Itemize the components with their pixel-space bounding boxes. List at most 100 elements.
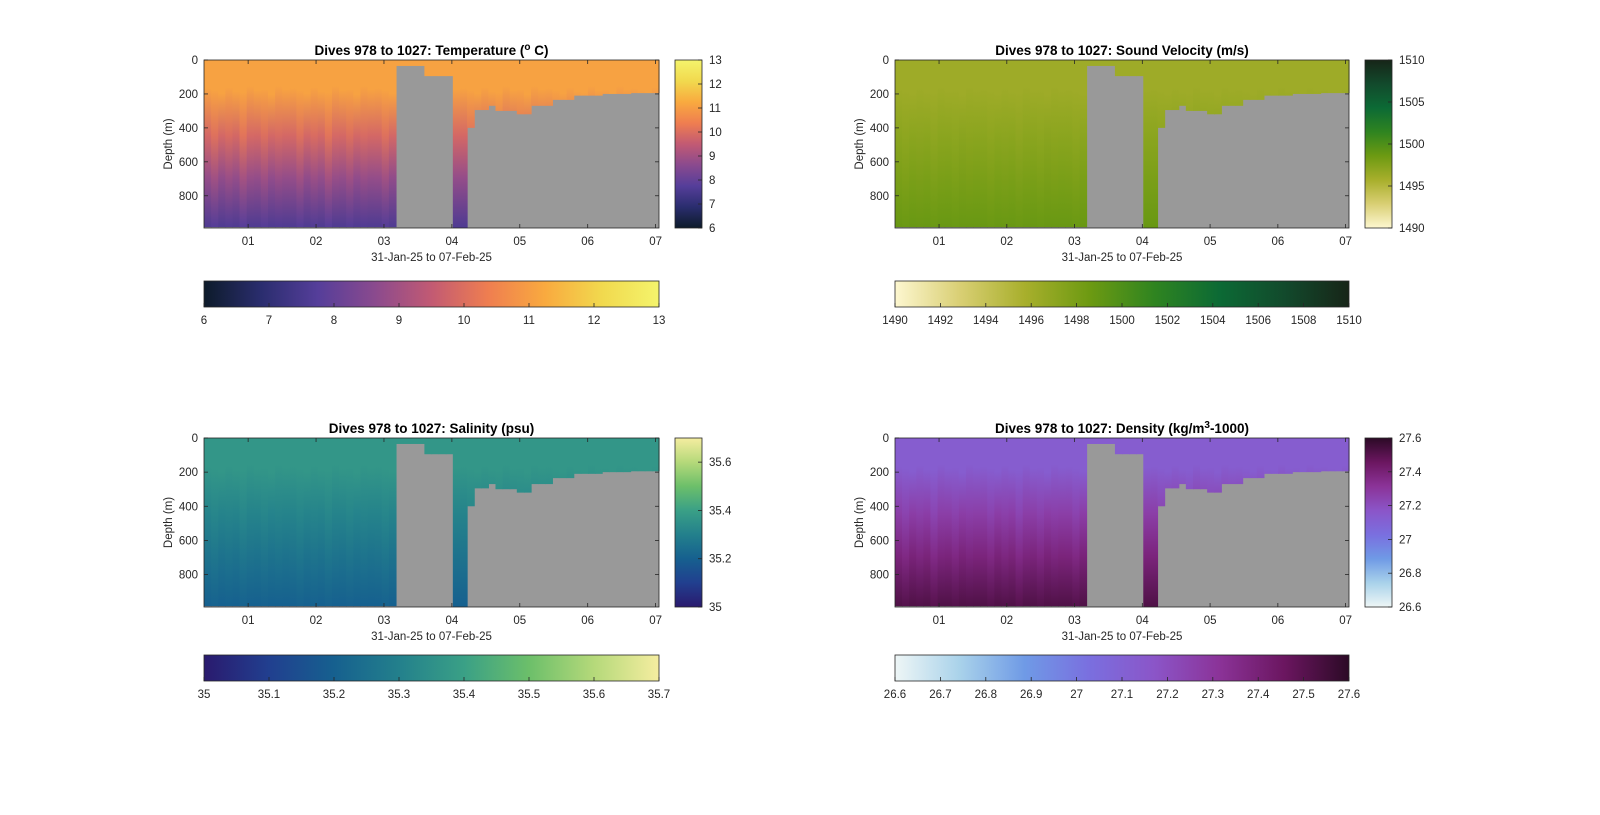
y-tick-label: 0 [192,433,198,445]
data-column [637,438,646,472]
data-column [509,60,518,111]
colorbar-tick-label: 27 [1070,689,1083,701]
data-column [538,60,546,106]
data-column [1001,438,1010,607]
colorbar-tick-label: 10 [709,127,722,139]
data-column [410,60,418,66]
colorbar-vertical [674,59,703,229]
colorbar-tick-label: 26.8 [975,689,997,701]
x-tick-label: 07 [649,615,662,627]
data-column [1228,438,1237,485]
y-axis-label: Depth (m) [163,118,175,169]
data-column [944,60,953,228]
data-column [246,438,255,607]
x-tick-label: 04 [1136,236,1149,248]
x-axis-label: 31-Jan-25 to 07-Feb-25 [1062,631,1183,643]
data-column [495,438,504,490]
data-column [360,60,369,228]
x-tick-label: 01 [242,615,255,627]
data-column [937,438,946,607]
colorbar-tick-label: 1504 [1200,315,1226,327]
data-column [545,60,553,106]
colorbar-tick-label: 7 [266,315,272,327]
y-tick-label: 400 [179,123,198,135]
colorbar-tick-label: 1502 [1155,315,1181,327]
colorbar-tick-label: 11 [523,315,535,327]
colorbar-vertical [1364,437,1393,608]
data-column [644,60,653,94]
x-tick-label: 03 [378,236,391,248]
data-column [410,438,418,444]
data-column [403,60,411,66]
y-tick-label: 400 [179,501,198,513]
data-column [1207,438,1215,493]
data-column [424,438,433,455]
x-axis-label: 31-Jan-25 to 07-Feb-25 [1062,252,1183,264]
data-column [388,60,397,228]
colorbar-tick-label: 7 [709,199,715,211]
x-tick-label: 01 [242,236,255,248]
colorbar-horizontal [203,280,660,308]
data-column [644,438,653,472]
axes-box [203,59,660,229]
colorbar-tick-label: 13 [653,315,666,327]
panel-temperature: 01 02 03 04 05 06 07 0 200 400 600 800 Dives 978 to … [163,42,722,327]
data-column [431,60,440,77]
data-column [1051,60,1059,228]
data-column [651,438,660,472]
data-column [559,438,568,479]
data-column [1270,60,1279,96]
x-tick-label: 05 [1204,615,1217,627]
chart-title: Dives 978 to 1027: Density (kg/m3-1000) [995,420,1249,436]
data-column [1221,438,1229,485]
data-column [275,438,283,607]
colorbar-tick-label: 35.6 [709,457,731,469]
data-column [909,60,917,228]
data-column [395,438,404,444]
data-column [1306,60,1315,94]
data-column [1015,438,1024,607]
data-column [595,438,603,474]
data-column [324,60,333,228]
data-column [452,438,461,607]
data-column [1129,438,1137,455]
data-column [944,438,953,607]
data-column [1114,60,1123,77]
y-tick-label: 800 [870,191,889,203]
x-tick-label: 04 [445,236,458,248]
chart-title: Dives 978 to 1027: Temperature (o C) [315,42,549,58]
data-column [1136,438,1144,455]
data-column [1100,438,1109,444]
data-column [381,60,390,228]
data-column [909,438,917,607]
data-column [545,438,553,485]
data-column [1058,60,1066,228]
data-column [225,60,234,228]
data-column [651,60,660,94]
x-tick-label: 03 [1068,236,1081,248]
x-tick-label: 06 [1271,615,1284,627]
data-column [552,60,561,100]
data-column [609,438,617,473]
data-column [1072,438,1081,607]
colorbar-tick-label: 27.5 [1292,689,1314,701]
data-column [346,438,354,607]
y-tick-label: 600 [870,157,889,169]
data-column [1285,60,1293,96]
data-column [1129,60,1137,77]
colorbar-horizontal [203,654,660,682]
colorbar-tick-label: 8 [331,315,337,327]
x-tick-label: 06 [581,615,594,627]
data-column [587,438,596,474]
colorbar-tick-label: 1506 [1245,315,1271,327]
data-column [353,438,362,607]
data-column [538,438,546,485]
colorbar-tick-label: 27.6 [1338,689,1360,701]
data-column [916,438,924,607]
data-column [516,438,525,493]
y-tick-label: 800 [179,191,198,203]
x-tick-label: 04 [445,615,458,627]
data-column [1015,60,1024,228]
y-tick-label: 800 [870,570,889,582]
data-column [438,438,447,455]
